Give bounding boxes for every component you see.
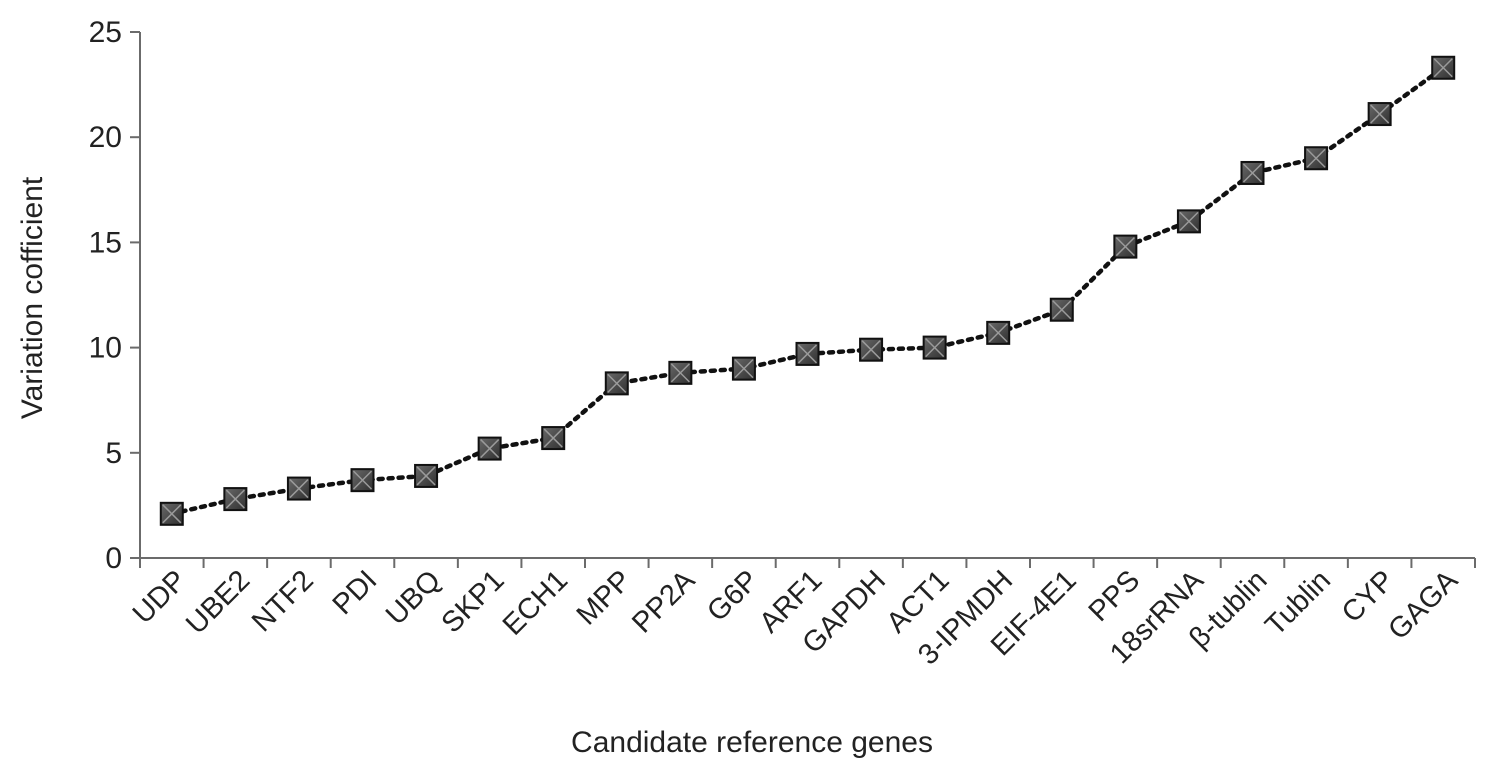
data-point: [1049, 297, 1074, 322]
x-tick-label: NTF2: [246, 564, 320, 638]
data-point: [1113, 234, 1138, 259]
data-point-bevel: [607, 373, 627, 393]
data-point-bevel: [352, 470, 373, 490]
data-point-bevel: [289, 479, 309, 499]
data-point: [223, 487, 248, 512]
data-point-bevel: [797, 344, 818, 364]
data-point-bevel: [861, 340, 881, 360]
y-tick-label: 10: [89, 332, 122, 365]
data-point-bevel: [925, 338, 945, 358]
data-point-bevel: [1242, 163, 1263, 183]
data-point: [1304, 146, 1329, 171]
y-axis-title: Variation cofficient: [16, 176, 49, 419]
data-point-bevel: [1370, 104, 1390, 124]
y-tick-label: 5: [105, 437, 122, 470]
x-tick-label: ECH1: [497, 564, 574, 641]
data-point: [859, 337, 884, 362]
data-point: [1431, 55, 1456, 80]
x-tick-label: MPP: [571, 564, 638, 631]
data-point: [541, 426, 566, 451]
data-point: [1240, 160, 1265, 185]
x-tick-label: Tublin: [1259, 564, 1337, 642]
data-point: [986, 320, 1011, 345]
data-point: [477, 436, 502, 461]
data-point: [414, 463, 439, 488]
series: [159, 55, 1456, 526]
data-point-bevel: [162, 504, 182, 524]
data-point-bevel: [416, 466, 436, 486]
data-point-bevel: [1306, 148, 1326, 168]
data-point: [286, 476, 311, 501]
series-line: [169, 65, 1446, 517]
data-point-bevel: [670, 363, 690, 383]
x-axis-title: Candidate reference genes: [571, 726, 933, 759]
data-point-bevel: [1115, 237, 1135, 257]
data-point-bevel: [480, 439, 500, 459]
data-point-bevel: [988, 323, 1008, 343]
data-point: [668, 360, 693, 385]
y-tick-label: 15: [89, 226, 122, 259]
data-point: [731, 356, 756, 381]
data-point: [350, 468, 375, 493]
y-tick-label: 25: [89, 16, 122, 49]
data-point-bevel: [734, 359, 754, 379]
data-point-bevel: [1179, 211, 1199, 231]
data-point-bevel: [1052, 300, 1072, 320]
data-point-bevel: [543, 428, 563, 448]
data-point: [795, 341, 820, 366]
data-point-bevel: [225, 489, 245, 509]
x-tick-label: UBE2: [180, 564, 256, 640]
x-tick-label: UBQ: [380, 564, 447, 631]
x-tick-label: PP2A: [626, 564, 702, 640]
data-point: [922, 335, 947, 360]
x-tick-label: GAGA: [1382, 564, 1464, 646]
x-tick-label: SKP1: [436, 564, 511, 639]
x-tick-label: PDI: [327, 564, 384, 621]
data-point: [159, 501, 184, 526]
y-tick-label: 20: [89, 121, 122, 154]
data-point: [1176, 209, 1201, 234]
data-point: [1367, 102, 1392, 127]
data-point: [604, 371, 629, 396]
y-tick-label: 0: [105, 542, 122, 575]
data-point-bevel: [1433, 58, 1453, 78]
